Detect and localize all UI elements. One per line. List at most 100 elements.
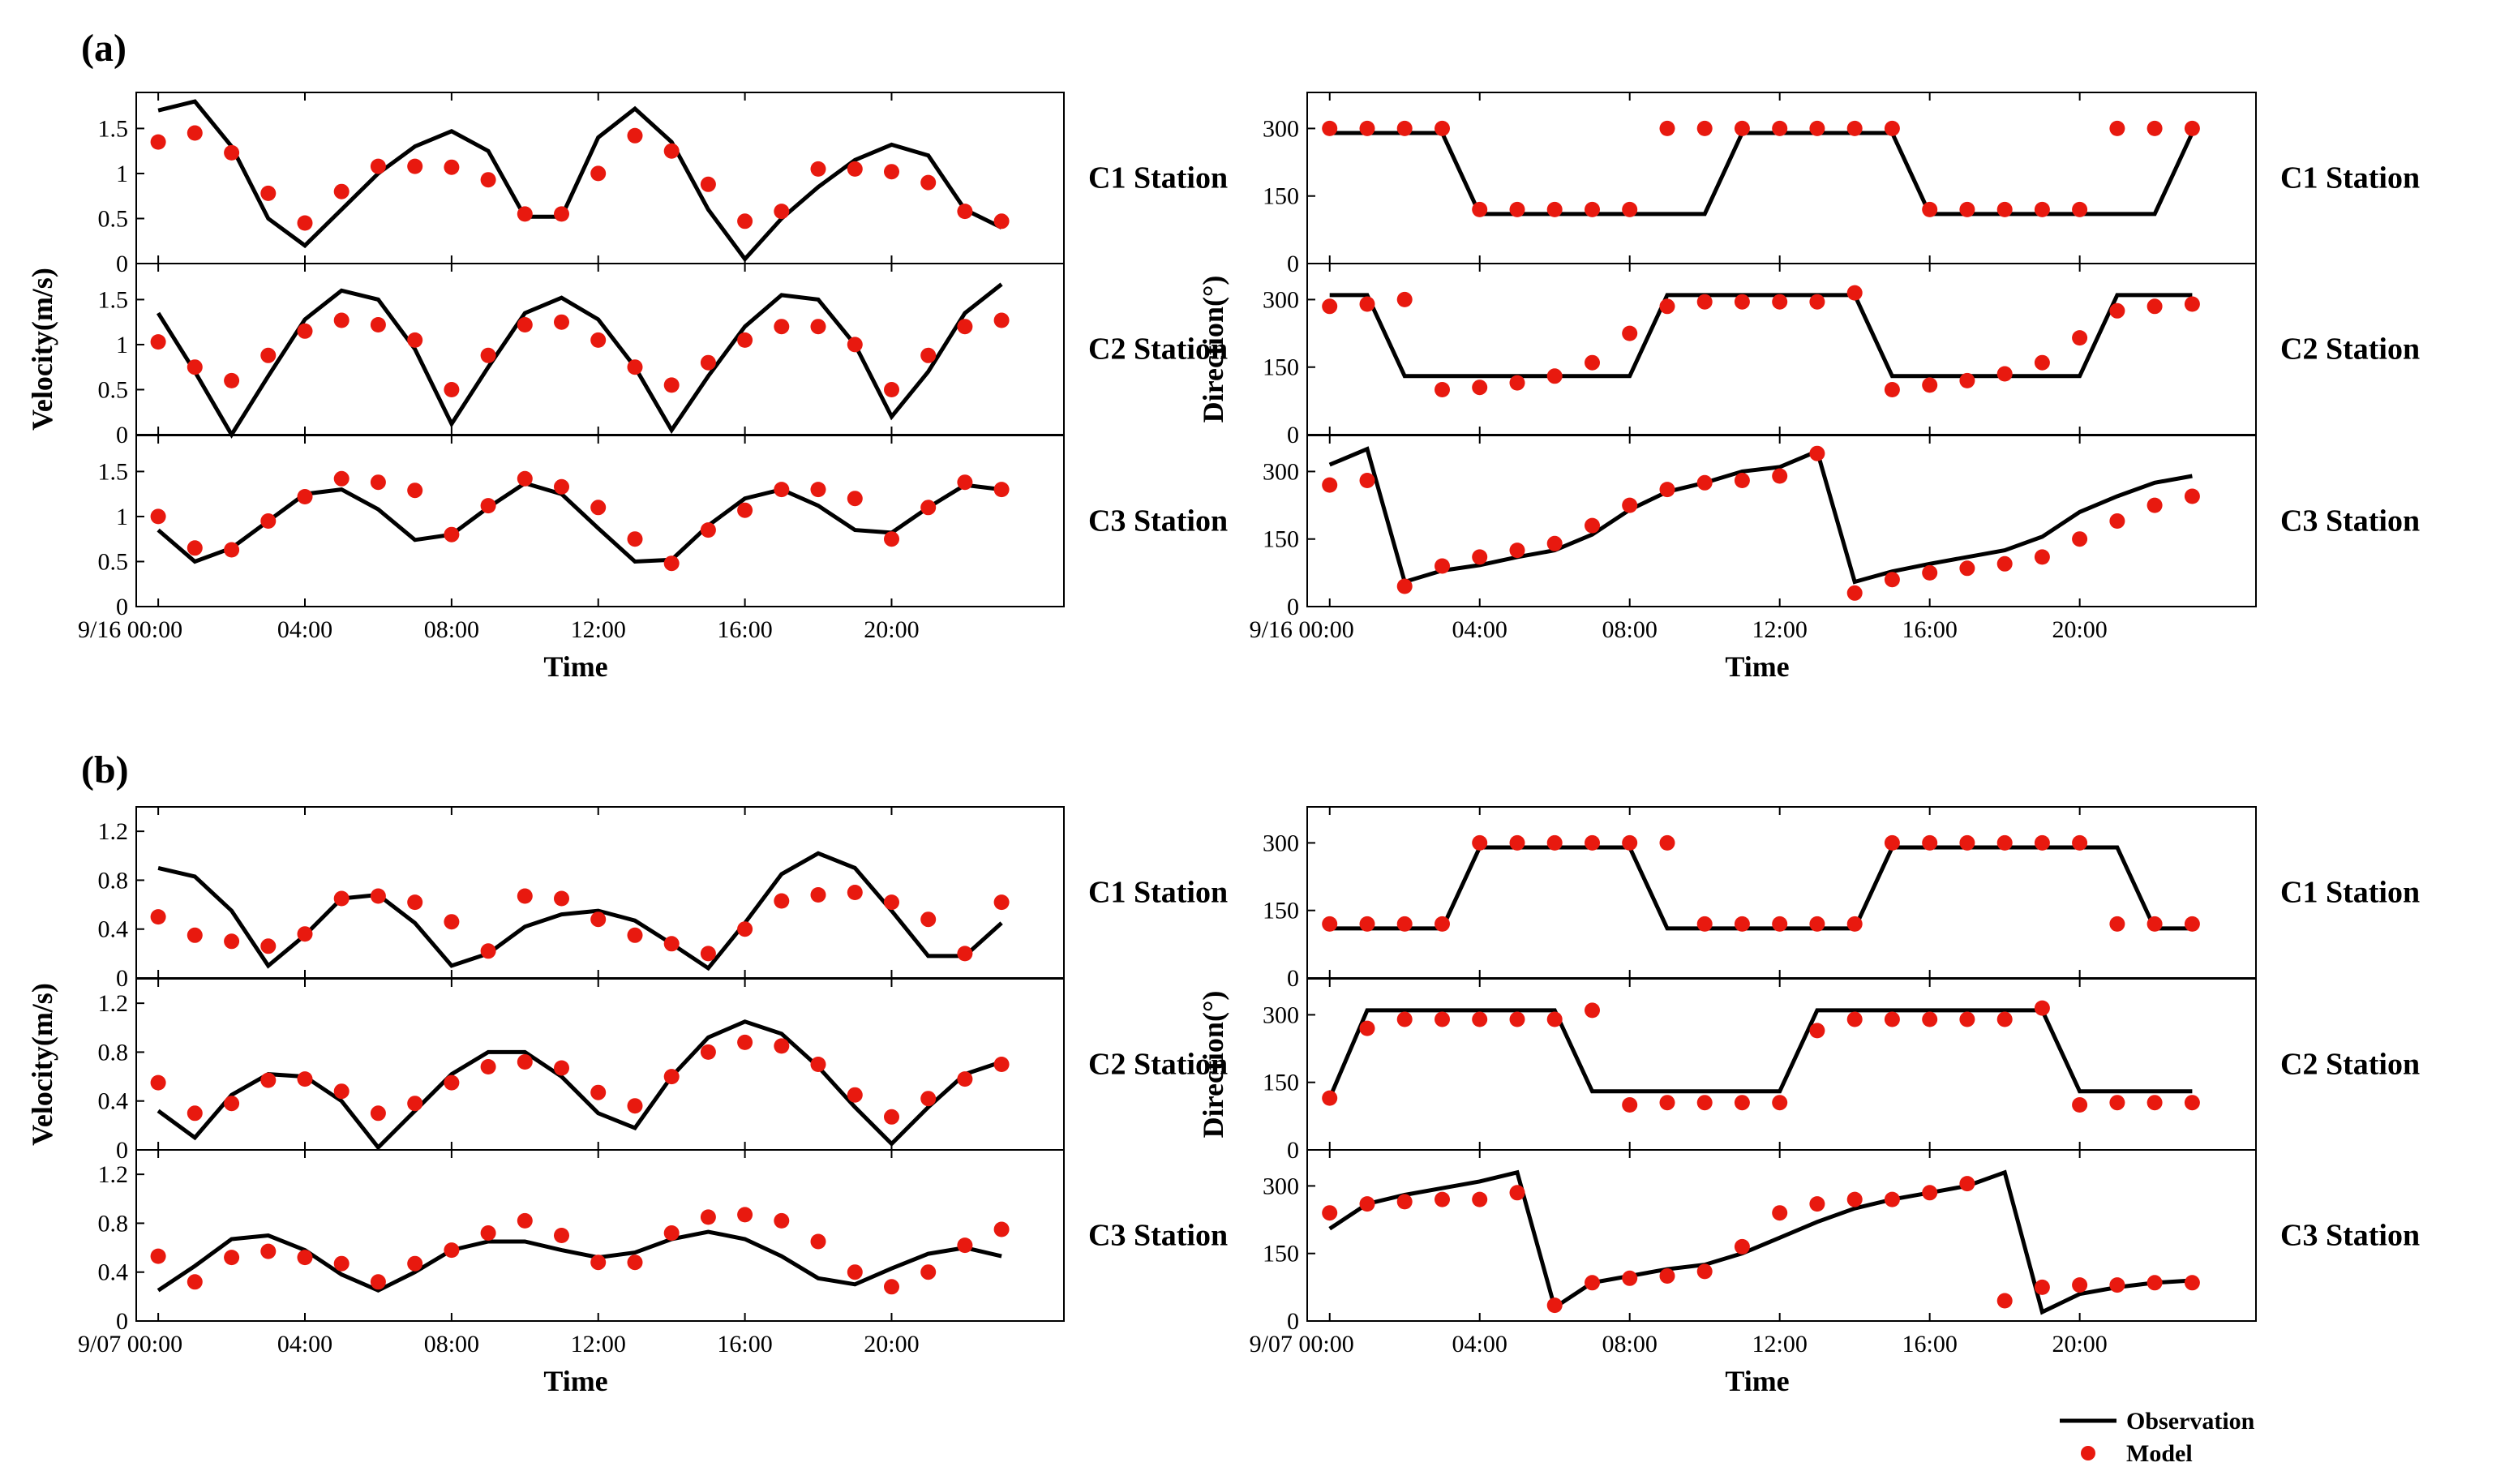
chart-b-velocity-c1-model-point: [663, 936, 680, 952]
chart-a-direction-c3-model-point: [1809, 445, 1825, 461]
chart-a-direction-c3-model-point: [1585, 517, 1600, 534]
chart-b-direction-c3-model-point: [1359, 1196, 1375, 1212]
chart-b-direction-c1-model-point: [2109, 916, 2125, 932]
chart-a-velocity-c1-model-point: [957, 204, 973, 220]
chart-a-direction-c2-model-point: [1359, 296, 1375, 312]
chart-a-velocity-c2-model-point: [297, 323, 313, 339]
chart-b-velocity-c1-model-point: [957, 946, 973, 962]
chart-a-velocity-c3-model-point: [663, 555, 680, 572]
chart-b-direction-c3-model-point: [1696, 1263, 1713, 1280]
chart-a-velocity-c3-model-point: [627, 531, 643, 547]
chart-a-direction-xlabel: Time: [1725, 650, 1789, 683]
chart-b-direction-c3-frame: [1306, 1149, 2257, 1322]
chart-a-direction-c3-model-point: [1996, 555, 2013, 572]
chart-b-direction-c1-model-point: [1546, 834, 1563, 851]
chart-b-direction-c3-model-point: [1846, 1191, 1863, 1207]
chart-a-velocity-xtick-label: 20:00: [864, 616, 919, 643]
chart-b-direction-c1-model-point: [1322, 916, 1338, 932]
chart-a-velocity-c2-model-point: [260, 347, 277, 363]
chart-a-velocity-c1-model-point: [627, 127, 643, 144]
chart-b-direction-c1-model-point: [1734, 916, 1750, 932]
chart-b-velocity-c1-model-point: [810, 887, 826, 903]
chart-b-velocity-c2-model-point: [590, 1084, 607, 1100]
chart-a-direction-c3-model-point: [1359, 473, 1375, 488]
chart-a-velocity-c1-model-point: [333, 183, 350, 199]
chart-b-direction-c2-model-point: [1509, 1011, 1525, 1027]
chart-a-direction-c1-model-point: [1509, 201, 1525, 217]
chart-b-direction-c2-model-point: [2146, 1095, 2163, 1111]
chart-a-velocity-c1-model-point: [737, 213, 753, 229]
chart-a-direction-c3-model-point: [1696, 474, 1713, 491]
chart-a-velocity-c2-model-point: [993, 312, 1010, 328]
chart-b-direction-c2-model-point: [1884, 1011, 1900, 1027]
chart-a-velocity-c1-ytick-label: 0.5: [98, 205, 129, 232]
chart-a-velocity-c3-model-point: [444, 526, 460, 543]
chart-a-velocity-c3-frame: [135, 435, 1065, 607]
chart-b-direction-c3-ytick-label: 150: [1263, 1241, 1299, 1267]
chart-b-velocity-c3-model-point: [847, 1264, 863, 1280]
chart-b-direction-c2-model-point: [1996, 1011, 2013, 1027]
chart-b-velocity-xtick-label: 08:00: [424, 1331, 479, 1357]
chart-a-direction-c3-model-point: [2146, 497, 2163, 513]
chart-b-velocity-c1-model-point: [480, 943, 496, 959]
chart-b-direction-c2-model-point: [2184, 1095, 2200, 1111]
chart-b-velocity-c3-ytick-label: 1.2: [98, 1161, 129, 1188]
chart-b-direction-c2-model-point: [1359, 1020, 1375, 1036]
chart-a-velocity-c3-ytick-label: 0: [116, 594, 128, 620]
chart-b-direction-xtick-label: 12:00: [1752, 1331, 1808, 1357]
chart-b-direction-c2-ytick-label: 150: [1263, 1070, 1299, 1096]
chart-a-velocity-c2-model-point: [150, 334, 166, 350]
chart-b-velocity-c2-model-point: [920, 1091, 937, 1107]
chart-b-direction-c3-model-point: [1734, 1238, 1750, 1255]
chart-b-velocity-xtick-label: 20:00: [864, 1331, 919, 1357]
chart-b-direction-c3-model-point: [2184, 1275, 2200, 1291]
chart-a-velocity-c3-model-point: [480, 498, 496, 514]
chart-b-direction-xtick-label: 16:00: [1902, 1331, 1957, 1357]
chart-a-direction-c2-model-point: [1772, 294, 1788, 310]
chart-b-velocity-c3-model-point: [260, 1243, 277, 1259]
chart-a-direction-xtick-label: 20:00: [2052, 616, 2107, 643]
chart-a-direction-c2-model-point: [1659, 298, 1675, 315]
chart-b-direction-c1-observation-line: [1329, 845, 2193, 931]
chart-a-direction-c3-ytick-label: 150: [1263, 526, 1299, 553]
chart-a-direction-c1-model-point: [1322, 120, 1338, 136]
chart-b-direction-c1-model-point: [2146, 916, 2163, 932]
chart-b-velocity-c1-model-point: [554, 890, 569, 907]
chart-a-direction-c2-model-point: [1622, 325, 1638, 341]
chart-a-velocity-xtick-label: 16:00: [717, 616, 772, 643]
chart-b-direction-c1-frame: [1306, 806, 2257, 979]
chart-a-direction-c3-ytick-label: 300: [1263, 458, 1299, 485]
chart-b-velocity-c1-model-point: [297, 926, 313, 942]
chart-a-velocity-c2-model-point: [627, 359, 643, 375]
chart-b-velocity-c3-model-point: [517, 1212, 533, 1229]
chart-a-velocity-c1-ytick-label: 1.5: [98, 115, 129, 142]
chart-b-direction-c2-model-point: [2034, 1000, 2050, 1016]
chart-b-velocity-c3-model-point: [700, 1209, 716, 1225]
chart-a-velocity-c2-model-point: [370, 317, 386, 332]
chart-a-velocity-c2-model-point: [517, 317, 533, 332]
chart-b-velocity-c3-station-label: C3 Station: [1088, 1219, 1228, 1253]
chart-b-direction-c3-model-point: [2072, 1277, 2088, 1293]
chart-a-velocity-c1-model-point: [884, 164, 899, 180]
chart-b-velocity-c3-model-point: [444, 1242, 460, 1259]
chart-b-direction-c1-model-point: [1846, 916, 1863, 932]
chart-a-velocity-c1-model-point: [993, 213, 1010, 229]
chart-b-direction-c1-model-point: [1359, 916, 1375, 932]
chart-b-direction-c1-model-point: [1659, 834, 1675, 851]
chart-b-velocity-c1-model-point: [224, 933, 240, 950]
chart-a-direction-c1-model-point: [1696, 120, 1713, 136]
chart-a-velocity-c3-model-point: [920, 500, 937, 516]
chart-b-velocity-c2-model-point: [957, 1071, 973, 1087]
chart-b-velocity-c2-model-point: [260, 1072, 277, 1088]
chart-a-velocity-c3-model-point: [297, 489, 313, 504]
chart-b-velocity-c2-model-point: [737, 1034, 753, 1050]
chart-a-direction-c1-model-point: [1959, 201, 1975, 217]
chart-a-velocity-c3-ytick-label: 1.5: [98, 458, 129, 485]
chart-b-direction-c3-model-point: [1809, 1196, 1825, 1212]
chart-a-direction-ylabel: Direction(°): [1197, 276, 1229, 423]
chart-a-direction-c2-model-point: [1696, 294, 1713, 310]
chart-a-velocity-c2-model-point: [920, 347, 937, 363]
chart-a-velocity-c2-model-point: [847, 337, 863, 353]
chart-b-direction-c3-model-point: [2034, 1279, 2050, 1295]
